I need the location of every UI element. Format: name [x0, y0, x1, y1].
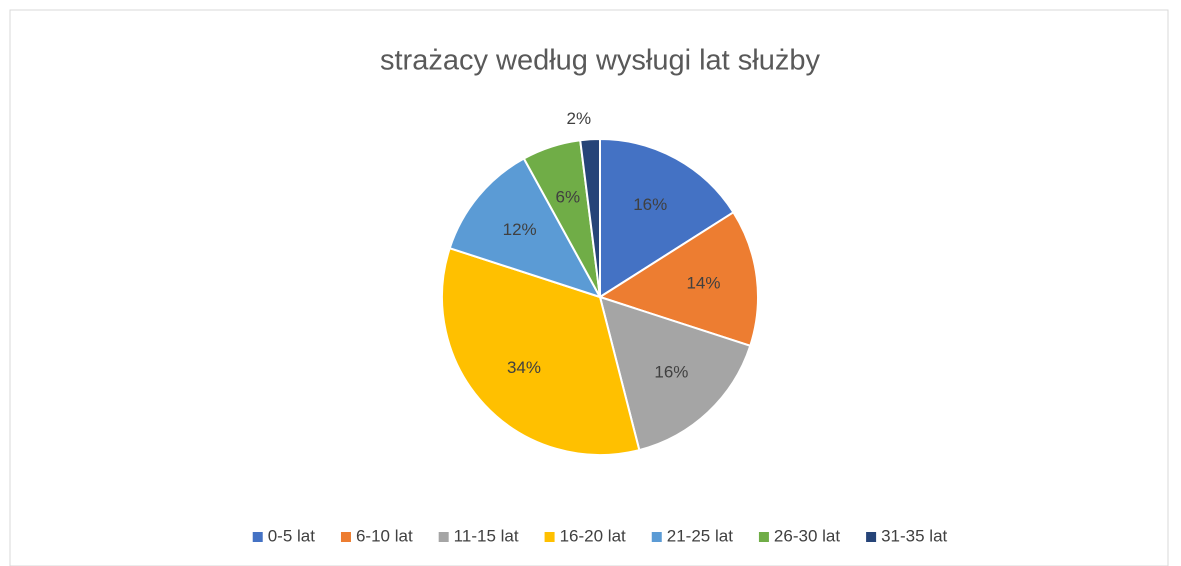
chart-title: strażacy według wysługi lat służby	[380, 45, 821, 77]
legend-label: 26-30 lat	[774, 526, 840, 545]
pie-slice	[579, 137, 601, 298]
legend-swatch	[758, 532, 769, 542]
legend-swatch	[252, 532, 263, 542]
legend-item: 26-30 lat	[758, 526, 840, 545]
legend-label: 0-5 lat	[268, 526, 316, 545]
legend-item: 11-15 lat	[438, 526, 519, 545]
data-label: 14%	[686, 273, 720, 292]
legend-label: 6-10 lat	[356, 526, 413, 545]
legend-item: 16-20 lat	[544, 526, 626, 545]
data-label: 34%	[507, 358, 541, 377]
data-label: 16%	[654, 363, 688, 382]
legend: 0-5 lat 6-10 lat 11-15 lat 16-20 lat 21-25 l…	[252, 526, 948, 545]
legend-item: 31-35 lat	[866, 526, 948, 545]
legend-item: 21-25 lat	[651, 526, 733, 545]
legend-swatch	[866, 532, 877, 542]
legend-swatch	[340, 532, 351, 542]
legend-label: 31-35 lat	[881, 526, 947, 545]
data-label: 2%	[567, 109, 592, 128]
legend-swatch	[544, 532, 555, 542]
legend-swatch	[651, 532, 662, 542]
data-label: 12%	[503, 220, 537, 239]
pie-slice	[448, 157, 603, 299]
legend-item: 0-5 lat	[252, 526, 316, 545]
legend-label: 16-20 lat	[560, 526, 626, 545]
legend-label: 21-25 lat	[667, 526, 733, 545]
legend-label: 11-15 lat	[454, 526, 519, 545]
pie-slice	[598, 295, 752, 452]
data-label: 16%	[633, 195, 667, 214]
pie: 16% 14% 16% 34% 12% 6% 2%	[441, 109, 759, 456]
legend-item: 6-10 lat	[340, 526, 413, 545]
data-label: 6%	[555, 187, 580, 206]
pie-slice	[599, 137, 735, 299]
pie-slice	[441, 246, 641, 456]
pie-slice	[597, 210, 759, 348]
legend-swatch	[438, 532, 449, 542]
